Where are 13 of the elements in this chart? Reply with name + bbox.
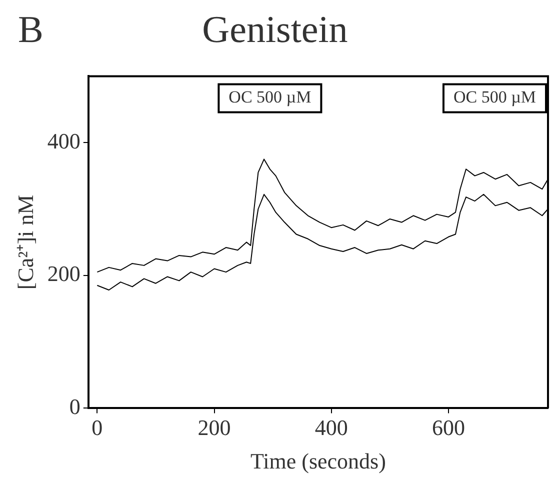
y-axis-title: [Ca²⁺]i nM xyxy=(12,194,38,290)
chart-title: Genistein xyxy=(202,9,348,51)
x-tick-label: 0 xyxy=(92,415,103,440)
y-tick-label: 0 xyxy=(69,394,80,419)
annotation: OC 500 µM xyxy=(228,88,312,107)
text: B xyxy=(18,8,44,52)
annotation: OC 500 µM xyxy=(453,88,536,107)
x-tick-label: 200 xyxy=(198,415,231,440)
x-tick-label: 600 xyxy=(432,415,465,440)
y-tick-label: 400 xyxy=(47,128,80,154)
x-tick-label: 400 xyxy=(314,415,348,440)
y-tick-label: 200 xyxy=(47,261,80,286)
x-axis-title: Time (seconds) xyxy=(250,448,386,474)
